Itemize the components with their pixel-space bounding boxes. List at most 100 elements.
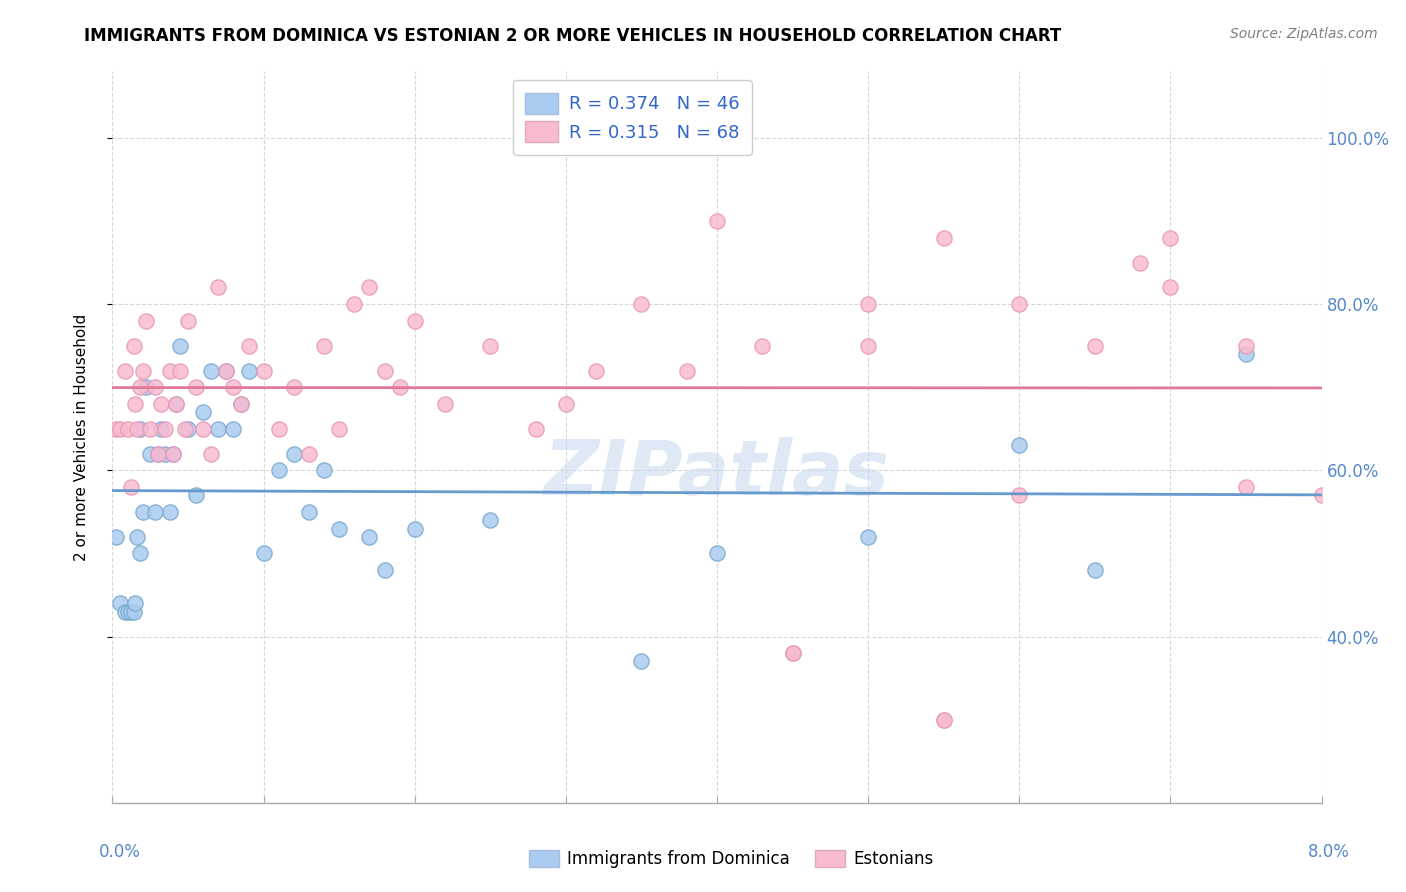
Point	[215, 363, 238, 377]
Text: 0.0%: 0.0%	[98, 843, 141, 861]
Point	[155, 447, 177, 461]
Point	[675, 363, 697, 377]
Point	[298, 447, 321, 461]
Point	[177, 422, 200, 436]
Point	[114, 363, 136, 377]
Point	[120, 480, 142, 494]
Point	[524, 422, 547, 436]
Point	[184, 380, 207, 394]
Point	[253, 546, 276, 560]
Point	[139, 447, 162, 461]
Point	[238, 363, 260, 377]
Point	[108, 596, 131, 610]
Point	[222, 422, 245, 436]
Point	[155, 422, 177, 436]
Point	[1008, 488, 1031, 502]
Point	[283, 380, 305, 394]
Point	[200, 447, 222, 461]
Point	[139, 422, 162, 436]
Point	[1008, 438, 1031, 452]
Point	[149, 397, 172, 411]
Point	[184, 488, 207, 502]
Point	[229, 397, 252, 411]
Point	[108, 422, 131, 436]
Point	[162, 447, 184, 461]
Point	[1084, 338, 1107, 352]
Point	[585, 363, 607, 377]
Point	[388, 380, 411, 394]
Point	[630, 297, 652, 311]
Point	[159, 363, 181, 377]
Point	[1129, 255, 1152, 269]
Point	[122, 338, 145, 352]
Point	[215, 363, 238, 377]
Point	[782, 646, 804, 660]
Point	[328, 521, 350, 535]
Point	[124, 397, 146, 411]
Point	[143, 380, 166, 394]
Point	[165, 397, 187, 411]
Legend: Immigrants from Dominica, Estonians: Immigrants from Dominica, Estonians	[522, 843, 941, 875]
Point	[128, 380, 150, 394]
Point	[359, 530, 381, 544]
Point	[207, 422, 229, 436]
Point	[132, 363, 155, 377]
Point	[1234, 347, 1257, 361]
Point	[267, 422, 290, 436]
Point	[135, 380, 157, 394]
Point	[222, 380, 245, 394]
Point	[169, 338, 191, 352]
Point	[238, 338, 260, 352]
Text: ZIPatlas: ZIPatlas	[544, 437, 890, 510]
Point	[856, 297, 880, 311]
Point	[1234, 338, 1257, 352]
Text: Source: ZipAtlas.com: Source: ZipAtlas.com	[1230, 27, 1378, 41]
Point	[1310, 488, 1333, 502]
Point	[1084, 563, 1107, 577]
Point	[146, 447, 169, 461]
Point	[124, 596, 146, 610]
Point	[125, 422, 148, 436]
Point	[932, 713, 955, 727]
Point	[1159, 280, 1181, 294]
Point	[630, 655, 652, 669]
Point	[174, 422, 197, 436]
Point	[191, 405, 214, 419]
Point	[117, 605, 139, 619]
Point	[343, 297, 366, 311]
Point	[479, 513, 502, 527]
Point	[104, 422, 127, 436]
Point	[267, 463, 290, 477]
Point	[143, 505, 166, 519]
Point	[191, 422, 214, 436]
Point	[207, 280, 229, 294]
Point	[104, 530, 127, 544]
Point	[312, 463, 335, 477]
Point	[404, 314, 426, 328]
Point	[328, 422, 350, 436]
Point	[177, 314, 200, 328]
Point	[125, 530, 148, 544]
Point	[782, 646, 804, 660]
Point	[114, 605, 136, 619]
Point	[856, 530, 880, 544]
Point	[751, 338, 773, 352]
Point	[128, 546, 150, 560]
Point	[229, 397, 252, 411]
Point	[706, 546, 728, 560]
Point	[120, 605, 142, 619]
Point	[600, 131, 623, 145]
Point	[135, 314, 157, 328]
Point	[122, 605, 145, 619]
Point	[856, 338, 880, 352]
Point	[374, 563, 396, 577]
Point	[149, 422, 172, 436]
Point	[1159, 230, 1181, 244]
Point	[706, 214, 728, 228]
Point	[283, 447, 305, 461]
Point	[159, 505, 181, 519]
Point	[165, 397, 187, 411]
Legend: R = 0.374   N = 46, R = 0.315   N = 68: R = 0.374 N = 46, R = 0.315 N = 68	[513, 80, 752, 154]
Point	[585, 131, 607, 145]
Point	[1234, 480, 1257, 494]
